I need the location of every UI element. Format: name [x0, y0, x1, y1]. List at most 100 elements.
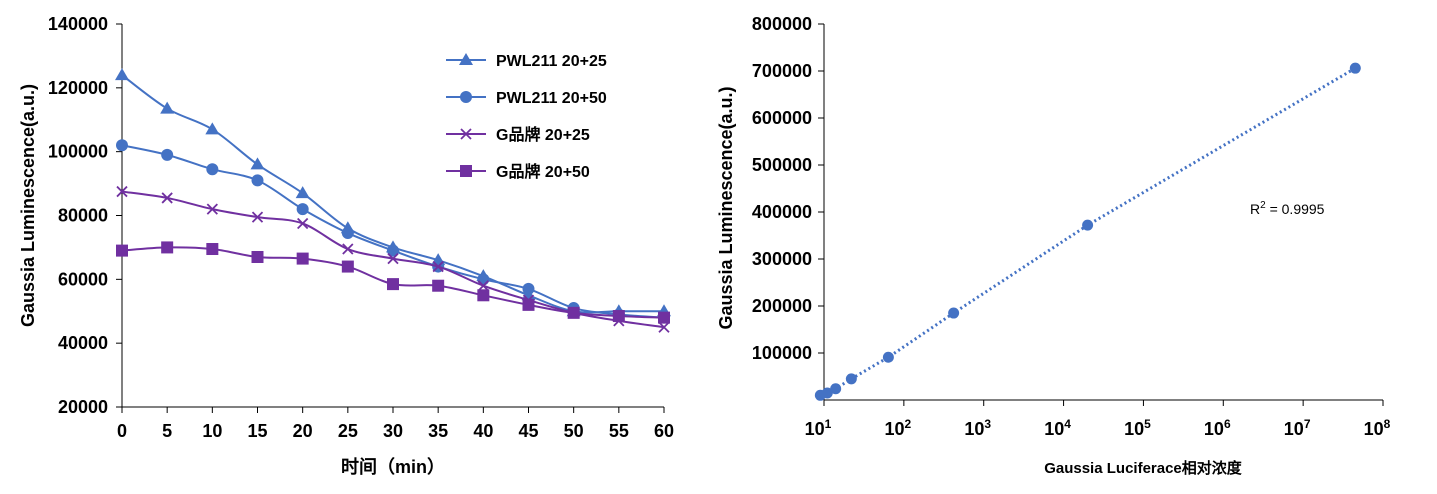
- legend: PWL211 20+25 PWL211 20+50 G品牌 20+25 G品牌 20+…: [446, 53, 607, 181]
- data-point: [845, 373, 857, 385]
- r-squared-symbol: R: [1250, 201, 1260, 217]
- scatter-chart: 100000 200000 300000 400000 500000 600000 7000…: [716, 14, 1391, 477]
- data-point: [161, 241, 174, 254]
- data-point: [387, 252, 399, 265]
- marker-x-stroke: [477, 280, 489, 292]
- data-point: [296, 203, 309, 216]
- series-3: [116, 241, 670, 324]
- legend-marker: [459, 53, 473, 65]
- x-tick-label: 45: [518, 421, 538, 441]
- marker-x-stroke: [460, 128, 472, 140]
- data-point: [295, 186, 310, 199]
- data-point: [612, 310, 625, 323]
- x-tick-base: 10: [964, 419, 984, 439]
- y-tick-label: 60000: [58, 269, 108, 289]
- x-tick-base: 10: [1044, 419, 1064, 439]
- data-point: [205, 122, 220, 135]
- data-point: [658, 311, 670, 324]
- x-tick-label: 105: [1124, 417, 1151, 439]
- data-point: [477, 289, 490, 302]
- data-point: [115, 68, 129, 81]
- data-point: [206, 203, 218, 215]
- legend-label: G品牌 20+25: [496, 125, 590, 144]
- y-axis-title: Gaussia Luminescence(a.u.): [716, 86, 736, 329]
- r-squared-value: = 0.9995: [1266, 201, 1325, 217]
- data-point: [116, 139, 128, 152]
- x-tick-exponent: 6: [1224, 417, 1231, 431]
- x-tick-base: 10: [1284, 419, 1304, 439]
- series-line: [121, 74, 664, 314]
- x-axis-title: Gaussia Luciferace相对浓度: [1044, 459, 1243, 477]
- x-tick-label: 107: [1284, 417, 1311, 439]
- data-point: [296, 252, 309, 265]
- x-tick-label: 106: [1204, 417, 1231, 439]
- y-tick-label: 200000: [752, 296, 812, 316]
- data-point: [297, 217, 309, 230]
- data-point: [522, 282, 535, 295]
- data-point: [432, 279, 445, 292]
- x-tick-label: 102: [884, 417, 911, 439]
- legend-label: PWL211 20+50: [496, 90, 607, 107]
- data-point: [251, 250, 264, 263]
- x-tick-exponent: 7: [1304, 417, 1311, 431]
- data-point: [658, 321, 670, 333]
- data-point: [1349, 62, 1361, 74]
- data-point: [567, 306, 580, 319]
- data-point: [160, 101, 175, 114]
- y-tick-label: 500000: [752, 155, 812, 175]
- data-point: [250, 157, 265, 170]
- y-tick-label: 140000: [48, 14, 108, 34]
- x-tick-label: 101: [805, 417, 832, 439]
- y-tick-label: 100000: [752, 343, 812, 363]
- marker-x-stroke: [116, 185, 128, 198]
- x-tick-label: 10: [202, 421, 222, 441]
- data-point: [116, 185, 128, 198]
- trendline: [819, 66, 1357, 397]
- y-tick-label: 800000: [752, 14, 812, 34]
- x-tick-label: 50: [564, 421, 584, 441]
- x-tick-base: 10: [884, 419, 904, 439]
- x-tick-base: 10: [805, 419, 825, 439]
- data-point: [341, 227, 354, 240]
- x-tick-label: 30: [383, 421, 403, 441]
- data-point: [477, 280, 489, 292]
- data-point: [342, 243, 354, 255]
- marker-x-stroke: [342, 243, 354, 255]
- x-tick-label: 25: [338, 421, 358, 441]
- r-squared-annotation: R2 = 0.9995: [1250, 200, 1325, 217]
- data-point: [341, 260, 354, 273]
- data-point: [161, 148, 174, 161]
- y-tick-label: 80000: [58, 206, 108, 226]
- x-tick-exponent: 2: [905, 417, 912, 431]
- marker-x-stroke: [206, 203, 218, 215]
- data-point: [116, 244, 128, 257]
- x-tick-label: 5: [162, 421, 172, 441]
- x-tick-base: 10: [1364, 419, 1384, 439]
- y-tick-label: 400000: [752, 202, 812, 222]
- x-axis-title: 时间（min）: [341, 457, 445, 477]
- y-tick-label: 600000: [752, 108, 812, 128]
- data-point: [830, 383, 842, 395]
- x-tick-exponent: 3: [984, 417, 991, 431]
- legend-label: PWL211 20+25: [496, 53, 607, 70]
- marker-x-stroke: [387, 252, 399, 265]
- data-point: [161, 192, 173, 204]
- data-point: [821, 387, 833, 399]
- x-tick-label: 15: [247, 421, 267, 441]
- data-point: [432, 260, 444, 273]
- marker-x-stroke: [432, 260, 444, 273]
- marker-x-stroke: [161, 192, 173, 204]
- legend-marker: [460, 128, 472, 140]
- x-tick-label: 0: [117, 421, 127, 441]
- data-point: [948, 307, 960, 319]
- data-point: [387, 278, 399, 291]
- marker-x-stroke: [297, 217, 309, 230]
- x-tick-exponent: 4: [1064, 417, 1071, 431]
- x-tick-label: 60: [654, 421, 674, 441]
- marker-x-stroke: [658, 321, 670, 333]
- y-tick-label: 40000: [58, 333, 108, 353]
- y-axis-title: Gaussia Luminescence(a.u.): [18, 84, 38, 327]
- x-tick-label: 104: [1044, 417, 1071, 439]
- data-point: [522, 298, 535, 311]
